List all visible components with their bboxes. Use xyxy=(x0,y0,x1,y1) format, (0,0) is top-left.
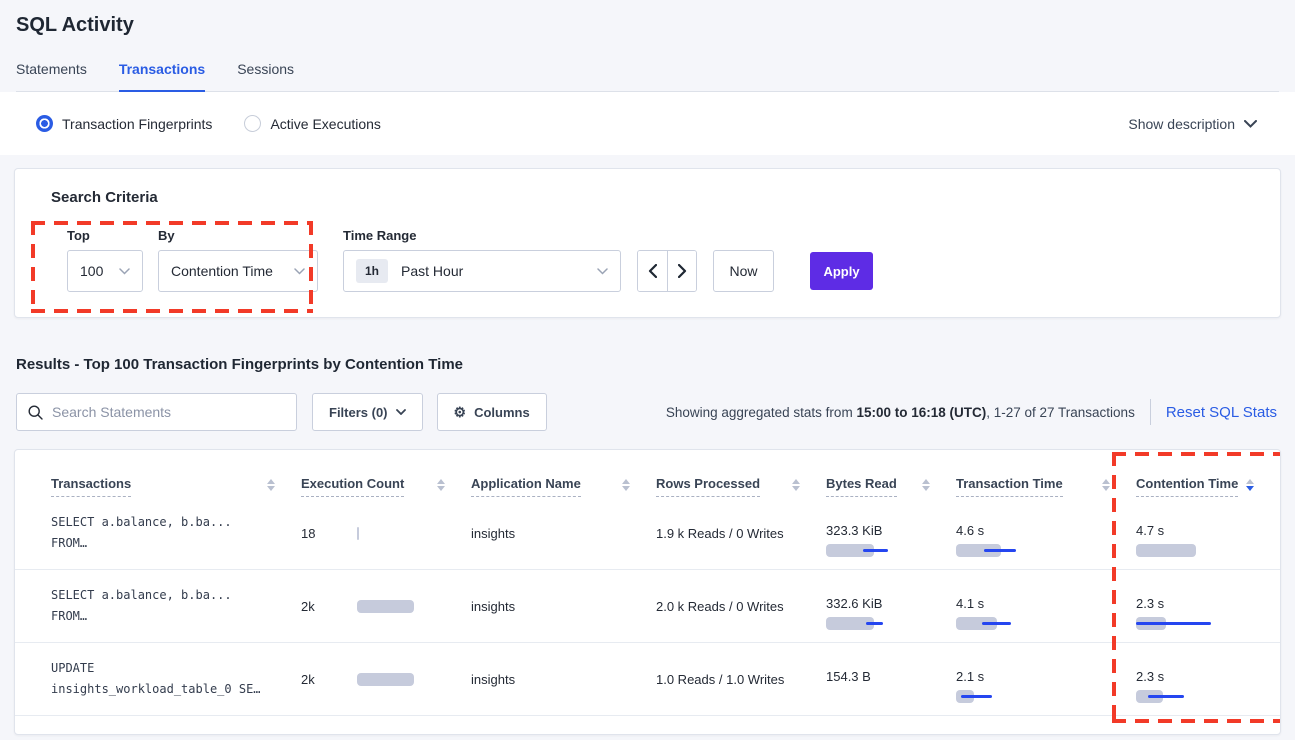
chevron-left-icon xyxy=(648,264,657,278)
tab-transactions[interactable]: Transactions xyxy=(118,61,206,92)
transaction-time-cell: 2.1 s xyxy=(956,669,1136,703)
execution-count-bar xyxy=(357,672,467,686)
table-row[interactable]: UPDATE insights_workload_table_0 SE… 2k i… xyxy=(15,643,1280,716)
rows-processed-cell: 1.9 k Reads / 0 Writes xyxy=(656,525,784,541)
rows-processed-cell: 1.0 Reads / 1.0 Writes xyxy=(656,671,785,687)
by-field: By Contention Time xyxy=(158,228,318,292)
tab-sessions[interactable]: Sessions xyxy=(237,61,295,77)
columns-button[interactable]: ⚙ Columns xyxy=(436,393,547,431)
chevron-down-icon xyxy=(294,267,305,275)
column-header-application-name[interactable]: Application Name xyxy=(471,476,656,497)
radio-label: Active Executions xyxy=(270,115,381,132)
transaction-query-link[interactable]: SELECT a.balance, b.ba... FROM… xyxy=(51,515,232,550)
chevron-down-icon xyxy=(395,409,406,415)
next-time-button[interactable] xyxy=(667,251,696,291)
top-select[interactable]: 100 xyxy=(67,250,143,292)
sort-icon[interactable] xyxy=(1102,479,1110,491)
aggregated-stats-text: Showing aggregated stats from 15:00 to 1… xyxy=(665,404,1135,420)
contention-time-cell: 2.3 s xyxy=(1136,669,1280,703)
table-header-row: Transactions Execution Count Application… xyxy=(15,450,1280,497)
tab-bar: Statements Transactions Sessions xyxy=(16,61,1279,92)
show-description-label: Show description xyxy=(1128,115,1235,132)
chevron-down-icon xyxy=(119,267,130,275)
reset-sql-stats-link[interactable]: Reset SQL Stats xyxy=(1165,403,1277,421)
sort-icon-active-desc[interactable] xyxy=(1246,479,1254,491)
search-statements-box[interactable] xyxy=(16,393,297,431)
sort-icon[interactable] xyxy=(622,479,630,491)
execution-count-bar xyxy=(357,526,467,540)
transaction-query-link[interactable]: UPDATE insights_workload_table_0 SE… xyxy=(51,661,261,696)
tab-statements[interactable]: Statements xyxy=(16,61,87,77)
sort-icon[interactable] xyxy=(792,479,800,491)
time-range-field: Time Range 1h Past Hour xyxy=(343,228,621,292)
chevron-down-icon xyxy=(1244,119,1257,128)
sort-icon[interactable] xyxy=(437,479,445,491)
application-name-cell: insights xyxy=(471,525,516,541)
application-name-cell: insights xyxy=(471,598,516,614)
now-button[interactable]: Now xyxy=(713,250,774,292)
filters-button[interactable]: Filters (0) xyxy=(312,393,423,431)
transaction-time-cell: 4.6 s xyxy=(956,523,1136,557)
apply-button[interactable]: Apply xyxy=(810,252,873,290)
by-label: By xyxy=(158,228,175,243)
rows-processed-cell: 2.0 k Reads / 0 Writes xyxy=(656,598,784,614)
page-header: SQL Activity Statements Transactions Ses… xyxy=(0,0,1295,92)
gear-icon: ⚙ xyxy=(453,403,467,420)
contention-time-cell: 2.3 s xyxy=(1136,596,1280,630)
time-range-value: Past Hour xyxy=(401,263,464,279)
transaction-query-link[interactable]: SELECT a.balance, b.ba... FROM… xyxy=(51,588,232,623)
top-field: Top 100 xyxy=(67,228,143,292)
bytes-read-cell: 332.6 KiB xyxy=(826,596,956,630)
search-criteria-heading: Search Criteria xyxy=(51,189,158,206)
view-toggle-band: Transaction Fingerprints Active Executio… xyxy=(0,92,1295,155)
execution-count-bar xyxy=(357,599,467,613)
radio-selected-icon[interactable] xyxy=(36,115,53,132)
transaction-time-cell: 4.1 s xyxy=(956,596,1136,630)
table-row[interactable]: SELECT a.balance, b.ba... FROM… 18 insigh… xyxy=(15,497,1280,570)
by-select[interactable]: Contention Time xyxy=(158,250,318,292)
search-statements-input[interactable] xyxy=(52,404,285,420)
time-range-label: Time Range xyxy=(343,228,417,243)
column-header-rows-processed[interactable]: Rows Processed xyxy=(656,476,826,497)
radio-unselected-icon[interactable] xyxy=(244,115,262,132)
vertical-divider xyxy=(1149,399,1151,425)
column-header-transaction-time[interactable]: Transaction Time xyxy=(956,476,1136,497)
filters-label: Filters (0) xyxy=(329,404,388,420)
columns-label: Columns xyxy=(474,404,530,420)
previous-time-button[interactable] xyxy=(638,251,667,291)
by-value: Contention Time xyxy=(171,263,273,279)
sort-icon[interactable] xyxy=(922,479,930,491)
sort-icon[interactable] xyxy=(267,479,275,491)
application-name-cell: insights xyxy=(471,671,516,687)
radio-transaction-fingerprints[interactable]: Transaction Fingerprints xyxy=(36,115,212,132)
radio-label: Transaction Fingerprints xyxy=(62,115,213,132)
chevron-down-icon xyxy=(597,267,608,275)
execution-count-cell: 2k xyxy=(301,672,471,687)
contention-time-cell: 4.7 s xyxy=(1136,523,1280,557)
search-criteria-panel: Search Criteria Top 100 By Contention Ti… xyxy=(14,168,1281,318)
show-description-toggle[interactable]: Show description xyxy=(1128,116,1257,132)
transactions-table: Transactions Execution Count Application… xyxy=(14,449,1281,735)
chevron-right-icon xyxy=(677,264,686,278)
table-row[interactable]: SELECT a.balance, b.ba... FROM… 2k insigh… xyxy=(15,570,1280,643)
column-header-execution-count[interactable]: Execution Count xyxy=(301,476,471,497)
page-title: SQL Activity xyxy=(16,14,134,36)
top-value: 100 xyxy=(80,263,104,279)
time-range-select[interactable]: 1h Past Hour xyxy=(343,250,621,292)
time-range-badge: 1h xyxy=(356,259,389,283)
radio-active-executions[interactable]: Active Executions xyxy=(244,115,381,132)
execution-count-cell: 2k xyxy=(301,599,471,614)
search-icon xyxy=(28,404,43,420)
top-label: Top xyxy=(67,228,90,243)
bytes-read-cell: 154.3 B xyxy=(826,668,871,684)
bytes-read-cell: 323.3 KiB xyxy=(826,523,956,557)
time-nav-group xyxy=(637,250,697,292)
column-header-bytes-read[interactable]: Bytes Read xyxy=(826,476,956,497)
column-header-contention-time[interactable]: Contention Time xyxy=(1136,476,1280,497)
execution-count-cell: 18 xyxy=(301,526,471,541)
results-heading: Results - Top 100 Transaction Fingerprin… xyxy=(16,356,464,373)
column-header-transactions[interactable]: Transactions xyxy=(51,476,301,497)
results-toolbar: Filters (0) ⚙ Columns Showing aggregated… xyxy=(16,393,1279,431)
